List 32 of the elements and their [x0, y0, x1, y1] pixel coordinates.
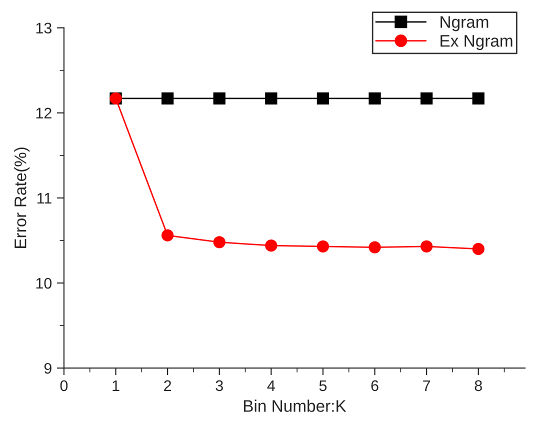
legend-label: Ex Ngram [440, 35, 512, 50]
x-tick-label: 1 [112, 380, 120, 391]
y-tick-label: 10 [36, 278, 52, 289]
y-tick-label: 9 [44, 362, 52, 374]
point [368, 92, 381, 104]
x-tick-label: 8 [474, 380, 482, 392]
point [265, 92, 278, 104]
x-tick-label: 0 [60, 380, 68, 392]
x-tick-label: 2 [164, 380, 172, 391]
point [420, 92, 433, 104]
y-tick-label: 13 [36, 22, 52, 34]
point [161, 229, 174, 242]
point [161, 92, 174, 104]
point [472, 242, 484, 256]
legend-label: Ngram [440, 16, 488, 32]
y-tick-label: 11 [37, 192, 52, 204]
point [316, 92, 330, 104]
x-axis-title: Bin Number:K [244, 400, 346, 412]
point [316, 240, 330, 253]
point [265, 240, 278, 252]
x-tick-label: 5 [319, 380, 327, 392]
x-tick-label: 4 [267, 380, 275, 391]
point [420, 240, 433, 253]
point [368, 241, 381, 254]
x-tick-label: 6 [371, 380, 378, 392]
y-tick-label: 12 [36, 108, 52, 118]
point [213, 92, 226, 104]
y-axis-title: Error Rate(%) [14, 148, 30, 248]
point [472, 92, 484, 104]
x-tick-label: 7 [423, 380, 430, 391]
point [213, 236, 226, 248]
x-tick-label: 3 [216, 380, 223, 392]
